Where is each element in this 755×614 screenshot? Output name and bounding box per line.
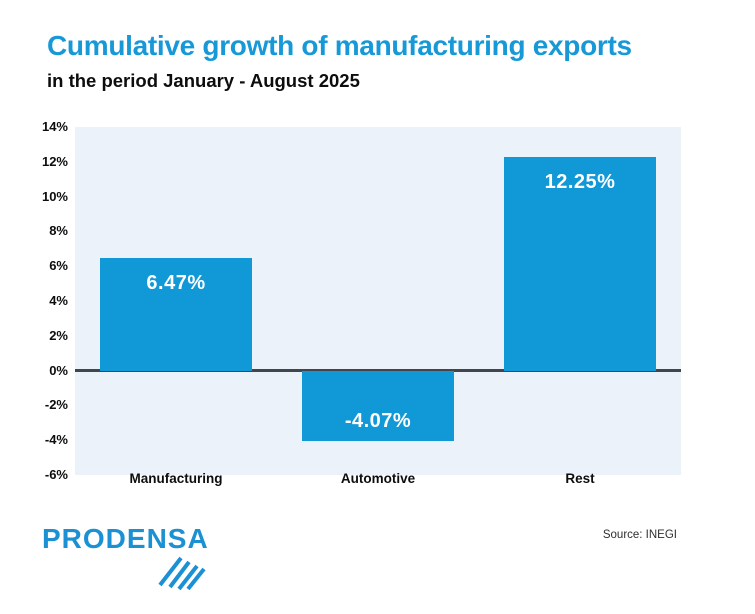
y-tick-label: 0% (49, 362, 68, 378)
bar-value-label: 6.47% (146, 272, 206, 295)
y-tick-label: 4% (49, 293, 68, 308)
y-tick-label: 12% (41, 153, 68, 169)
chart-subtitle: in the period January - August 2025 (47, 70, 360, 91)
x-tick-label: Automotive (340, 471, 416, 486)
bar-manufacturing: 6.47% (100, 258, 252, 371)
x-tick-label: Rest (565, 471, 595, 486)
logo-text: PRODENSA (42, 523, 209, 554)
y-tick-label: 8% (49, 223, 68, 239)
source-text: Source: INEGI (602, 529, 677, 541)
bar-rest: 12.25% (504, 157, 656, 371)
y-tick-label: -6% (44, 467, 68, 482)
y-tick-label: 2% (49, 327, 68, 343)
y-tick-label: 14% (41, 119, 68, 134)
y-tick-label: -2% (44, 397, 68, 413)
logo-slashes-icon (158, 556, 206, 590)
prodensa-logo: PRODENSA (42, 524, 212, 590)
y-tick-label: -4% (44, 432, 68, 448)
bar-automotive: -4.07% (302, 370, 454, 442)
y-tick-label: 6% (49, 258, 68, 274)
x-tick-label: Manufacturing (129, 471, 223, 486)
y-tick-label: 10% (41, 188, 68, 204)
bar-value-label: 12.25% (544, 171, 616, 194)
plot-area: 6.47% -4.07% 12.25% (75, 127, 681, 475)
bar-value-label: -4.07% (344, 410, 412, 433)
chart-title: Cumulative growth of manufacturing expor… (47, 30, 632, 61)
